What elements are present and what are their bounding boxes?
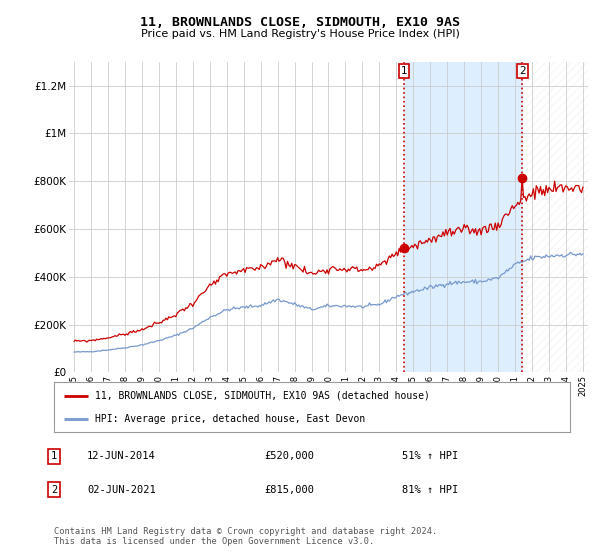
Text: 2: 2 <box>51 485 57 494</box>
Text: HPI: Average price, detached house, East Devon: HPI: Average price, detached house, East… <box>95 414 365 424</box>
Text: £815,000: £815,000 <box>264 485 314 494</box>
Text: 12-JUN-2014: 12-JUN-2014 <box>87 451 156 461</box>
Text: Contains HM Land Registry data © Crown copyright and database right 2024.
This d: Contains HM Land Registry data © Crown c… <box>54 526 437 546</box>
Text: 11, BROWNLANDS CLOSE, SIDMOUTH, EX10 9AS: 11, BROWNLANDS CLOSE, SIDMOUTH, EX10 9AS <box>140 16 460 29</box>
Text: 51% ↑ HPI: 51% ↑ HPI <box>402 451 458 461</box>
Text: 2: 2 <box>519 66 526 76</box>
Text: 02-JUN-2021: 02-JUN-2021 <box>87 485 156 494</box>
Text: £520,000: £520,000 <box>264 451 314 461</box>
Text: 11, BROWNLANDS CLOSE, SIDMOUTH, EX10 9AS (detached house): 11, BROWNLANDS CLOSE, SIDMOUTH, EX10 9AS… <box>95 390 430 400</box>
Text: 1: 1 <box>51 451 57 461</box>
Bar <box>522 62 592 372</box>
Text: 1: 1 <box>401 66 407 76</box>
Bar <box>404 62 522 372</box>
Text: 81% ↑ HPI: 81% ↑ HPI <box>402 485 458 494</box>
Text: Price paid vs. HM Land Registry's House Price Index (HPI): Price paid vs. HM Land Registry's House … <box>140 29 460 39</box>
